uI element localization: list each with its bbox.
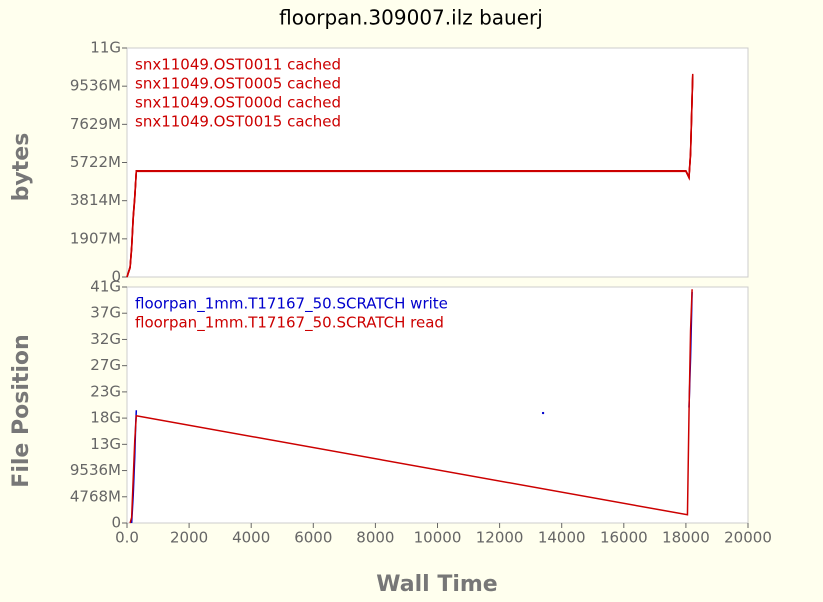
legend-entry: snx11049.OST0005 cached [135,75,341,93]
series-line [126,73,694,278]
data-point [541,411,545,415]
y-axis-label: bytes [9,133,34,202]
y-tick-label: 37G [90,304,121,322]
legend-entry: snx11049.OST0015 cached [135,113,341,131]
chart-title: floorpan.309007.ilz bauerj [279,6,543,30]
y-tick-label: 11G [90,39,121,57]
x-tick-label: 20000 [724,529,772,547]
x-tick-label: 12000 [476,529,524,547]
x-tick-label: 8000 [356,529,394,547]
y-tick-label: 9536M [70,77,121,95]
y-tick-label: 7629M [70,115,121,133]
y-tick-label: 0 [111,268,121,286]
legend-entry: snx11049.OST0011 cached [135,56,341,74]
y-tick-label: 1907M [70,229,121,247]
x-tick-label: 14000 [538,529,586,547]
legend-entry: snx11049.OST000d cached [135,94,341,112]
y-tick-label: 32G [90,330,121,348]
y-tick-label: 13G [90,435,121,453]
y-axis-label: File Position [9,334,34,487]
x-tick-label: 18000 [662,529,710,547]
x-tick-label: 4000 [232,529,270,547]
y-tick-label: 5722M [70,153,121,171]
x-tick-label: 0.0 [115,529,139,547]
x-tick-label: 2000 [170,529,208,547]
legend-entry: floorpan_1mm.T17167_50.SCRATCH write [135,295,448,314]
plot-area [126,286,749,524]
y-tick-label: 23G [90,382,121,400]
y-tick-label: 41G [90,278,121,296]
x-tick-label: 6000 [294,529,332,547]
x-tick-label: 10000 [414,529,462,547]
series-line [129,289,693,524]
y-tick-label: 3814M [70,191,121,209]
y-tick-label: 0 [111,514,121,532]
legend-entry: floorpan_1mm.T17167_50.SCRATCH read [135,314,444,333]
x-tick-label: 16000 [600,529,648,547]
plot-area [126,47,749,278]
y-tick-label: 27G [90,356,121,374]
y-tick-label: 4768M [70,487,121,505]
x-axis-label: Wall Time [376,572,497,597]
y-tick-label: 18G [90,409,121,427]
y-tick-label: 9536M [70,461,121,479]
